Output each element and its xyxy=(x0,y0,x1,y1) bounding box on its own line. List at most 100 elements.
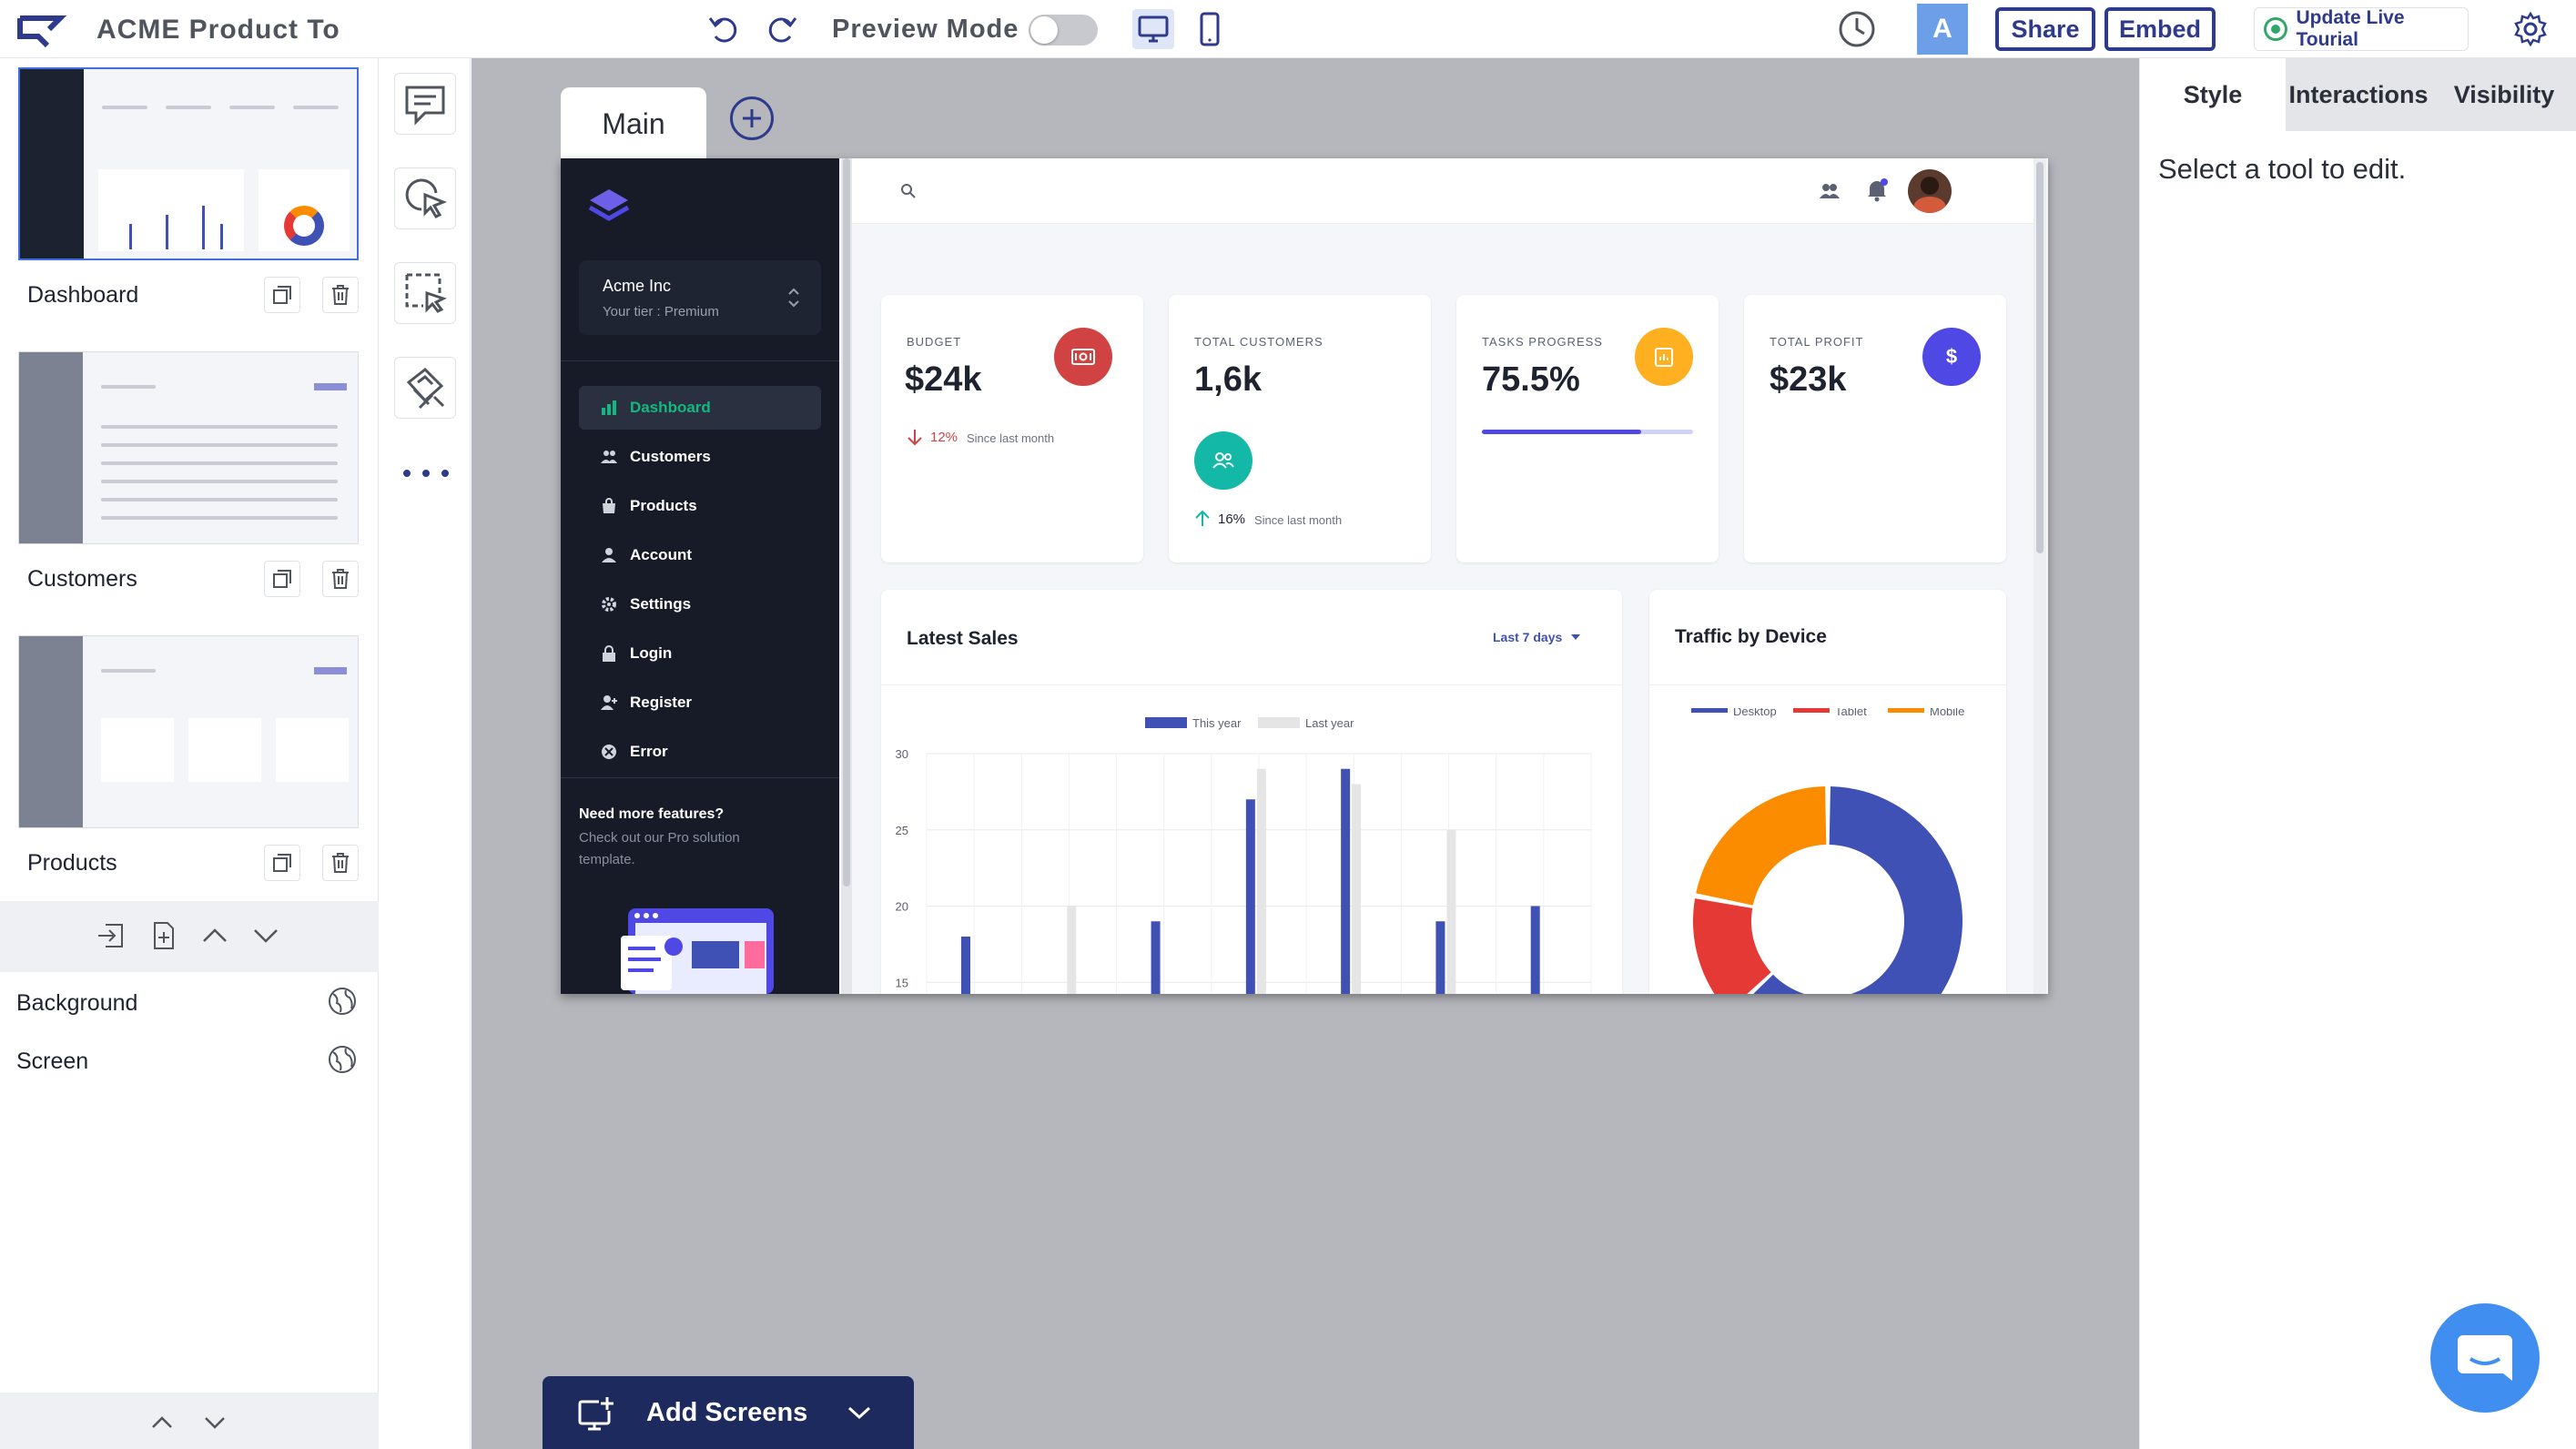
add-tab-icon[interactable] xyxy=(730,96,774,140)
profit-dollar-icon: $ xyxy=(1922,328,1981,386)
update-live-button[interactable]: Update Live Tourial xyxy=(2254,7,2469,51)
y-tick-label: 15 xyxy=(896,976,908,989)
sales-bar xyxy=(1067,906,1077,994)
total-customers-label: TOTAL CUSTOMERS xyxy=(1194,335,1323,349)
preview-nav-settings[interactable]: Settings xyxy=(579,583,821,626)
range-dropdown[interactable]: Last 7 days xyxy=(1493,630,1581,644)
preview-sidebar: Acme Inc Your tier : Premium Dashboard C… xyxy=(561,158,839,994)
screen-thumbnail-products[interactable] xyxy=(18,635,359,828)
screens-panel: Dashboard Customers Products xyxy=(0,58,379,1449)
promo-illustration xyxy=(617,903,783,994)
preview-bell-icon[interactable] xyxy=(1866,178,1888,202)
delete-screen-icon[interactable] xyxy=(322,277,359,313)
tab-style[interactable]: Style xyxy=(2140,58,2286,131)
legend-label: Tablet xyxy=(1835,708,1867,718)
sidebar-divider xyxy=(561,360,839,361)
sales-bar xyxy=(1435,921,1445,994)
add-blank-screen-icon[interactable] xyxy=(147,919,180,952)
globe-icon[interactable] xyxy=(326,985,359,1018)
preview-nav-account[interactable]: Account xyxy=(579,533,821,577)
preview-search-icon[interactable] xyxy=(899,182,918,200)
delete-screen-icon[interactable] xyxy=(322,561,359,597)
preview-main-scrollbar[interactable] xyxy=(2033,158,2046,994)
screen-name-customers[interactable]: Customers xyxy=(27,566,137,592)
preview-scrollbar[interactable] xyxy=(841,158,852,994)
share-button[interactable]: Share xyxy=(1995,7,2095,51)
legend-swatch xyxy=(1691,708,1728,713)
duplicate-screen-icon[interactable] xyxy=(264,845,300,881)
promo-title: Need more features? xyxy=(579,806,725,822)
hotspot-tool-icon[interactable] xyxy=(394,167,456,229)
chevron-down-icon xyxy=(846,1403,873,1422)
screen-name-dashboard[interactable]: Dashboard xyxy=(27,282,139,308)
add-screens-button[interactable]: Add Screens xyxy=(543,1376,914,1449)
globe-icon[interactable] xyxy=(326,1043,359,1076)
scroll-up-icon[interactable] xyxy=(146,1405,178,1438)
move-screen-down-icon[interactable] xyxy=(249,919,282,952)
settings-gear-icon[interactable] xyxy=(2512,11,2549,47)
org-selector[interactable]: Acme Inc Your tier : Premium xyxy=(579,260,821,335)
users-icon xyxy=(601,449,617,465)
preview-nav-register[interactable]: Register xyxy=(579,681,821,724)
app-title[interactable]: ACME Product To xyxy=(96,15,340,45)
preview-nav-customers[interactable]: Customers xyxy=(579,435,821,479)
nav-label: Dashboard xyxy=(630,399,711,416)
total-profit-card[interactable]: TOTAL PROFIT $23k $ xyxy=(1744,295,2006,562)
logo-icon[interactable] xyxy=(16,13,67,49)
desktop-view-icon[interactable] xyxy=(1132,9,1174,49)
comment-tool-icon[interactable] xyxy=(394,73,456,135)
import-screen-icon[interactable] xyxy=(95,919,127,952)
user-avatar[interactable]: A xyxy=(1917,4,1968,55)
sales-bar xyxy=(1446,829,1456,994)
history-clock-icon[interactable] xyxy=(1837,9,1877,49)
preview-contacts-icon[interactable] xyxy=(1819,180,1841,202)
properties-panel: Style Interactions Visibility Select a t… xyxy=(2139,58,2576,1449)
budget-value: $24k xyxy=(905,360,982,399)
screen-name-products[interactable]: Products xyxy=(27,850,117,876)
bar-chart-icon xyxy=(601,400,617,416)
preview-nav-error[interactable]: Error xyxy=(579,730,821,774)
screen-thumbnail-customers[interactable] xyxy=(18,351,359,544)
screen-option-label[interactable]: Screen xyxy=(16,1049,89,1074)
more-tools-icon[interactable] xyxy=(403,464,449,482)
redo-icon[interactable] xyxy=(763,11,799,47)
preview-nav-login[interactable]: Login xyxy=(579,632,821,675)
delete-screen-icon[interactable] xyxy=(322,845,359,881)
screen-actions-row xyxy=(0,901,379,972)
card-divider xyxy=(1649,684,2006,685)
legend-label: Last year xyxy=(1305,717,1354,730)
area-select-tool-icon[interactable] xyxy=(394,262,456,324)
background-option-label[interactable]: Background xyxy=(16,990,138,1016)
tab-interactions[interactable]: Interactions xyxy=(2286,58,2431,131)
blur-tool-icon[interactable] xyxy=(394,357,456,419)
support-chat-button[interactable] xyxy=(2430,1303,2540,1413)
tab-visibility[interactable]: Visibility xyxy=(2431,58,2576,131)
nav-label: Products xyxy=(630,497,697,514)
latest-sales-title: Latest Sales xyxy=(907,628,1019,649)
preview-user-avatar[interactable] xyxy=(1908,169,1952,213)
mobile-view-icon[interactable] xyxy=(1196,9,1223,49)
budget-card[interactable]: BUDGET $24k 12% Since last month xyxy=(881,295,1143,562)
user-icon xyxy=(601,547,617,563)
customers-note: Since last month xyxy=(1254,513,1343,527)
preview-mode-toggle[interactable] xyxy=(1029,15,1098,46)
scroll-down-icon[interactable] xyxy=(198,1405,231,1438)
caret-down-icon xyxy=(1571,634,1581,640)
embed-button[interactable]: Embed xyxy=(2104,7,2216,51)
move-screen-up-icon[interactable] xyxy=(198,919,231,952)
nav-label: Account xyxy=(630,546,692,563)
preview-nav-dashboard[interactable]: Dashboard xyxy=(579,386,821,430)
legend-swatch xyxy=(1793,708,1830,713)
sales-bar xyxy=(1245,799,1255,994)
tasks-progress-card[interactable]: TASKS PROGRESS 75.5% xyxy=(1456,295,1719,562)
screen-preview[interactable]: Acme Inc Your tier : Premium Dashboard C… xyxy=(561,158,2048,994)
duplicate-screen-icon[interactable] xyxy=(264,277,300,313)
undo-icon[interactable] xyxy=(706,11,743,47)
total-customers-card[interactable]: TOTAL CUSTOMERS 1,6k 16% Since last mont… xyxy=(1169,295,1431,562)
preview-nav-products[interactable]: Products xyxy=(579,484,821,528)
tab-main[interactable]: Main xyxy=(561,87,706,160)
duplicate-screen-icon[interactable] xyxy=(264,561,300,597)
screen-thumbnail-dashboard[interactable] xyxy=(18,67,359,260)
range-label: Last 7 days xyxy=(1493,630,1563,644)
